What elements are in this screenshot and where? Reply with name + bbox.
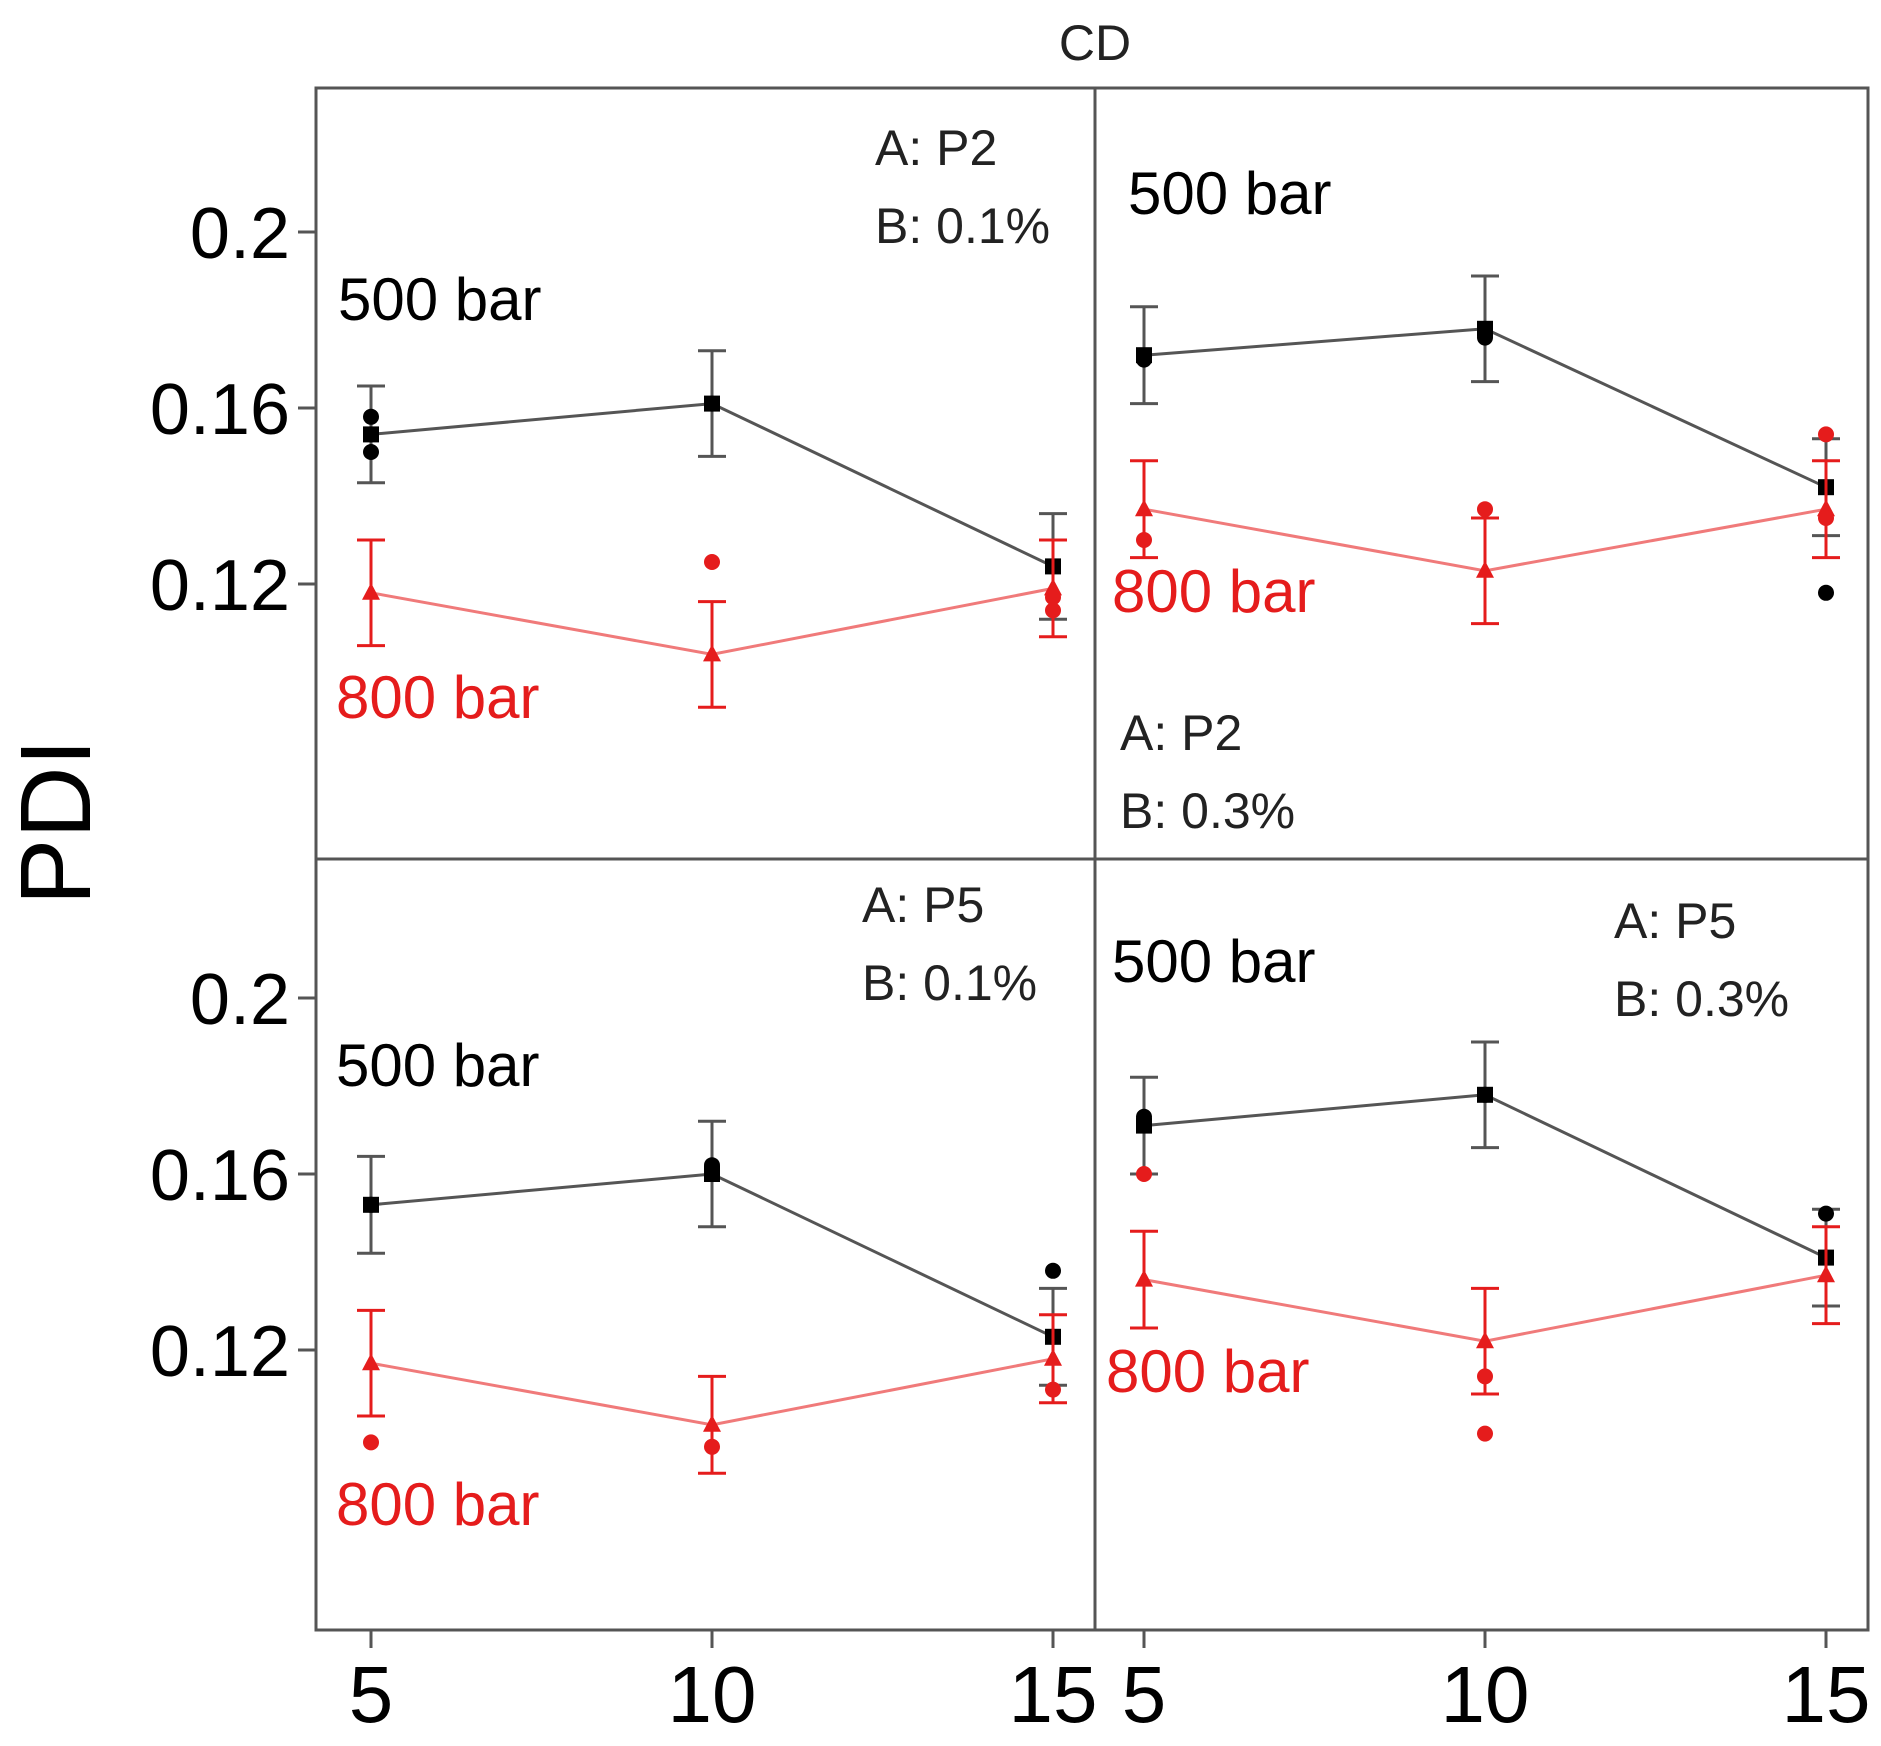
mean-marker-triangle — [1044, 1348, 1062, 1366]
x-tick-label: 5 — [1122, 1650, 1167, 1739]
x-tick-label: 15 — [1009, 1650, 1098, 1739]
data-point — [1818, 426, 1834, 443]
x-tick-label: 10 — [668, 1650, 757, 1739]
series-label-500-bar: 500 bar — [1112, 928, 1316, 995]
data-point — [704, 1438, 720, 1455]
mean-marker-triangle — [1476, 1331, 1494, 1349]
data-point — [1045, 602, 1061, 619]
data-point — [363, 1434, 379, 1451]
series-label-500-bar: 500 bar — [338, 266, 542, 333]
mean-marker-triangle — [1135, 499, 1153, 517]
y-tick-label: 0.12 — [150, 546, 290, 626]
mean-marker-triangle — [703, 644, 721, 662]
data-point — [1045, 1381, 1061, 1398]
series-label-500-bar: 500 bar — [1128, 160, 1332, 227]
series-label-800-bar: 800 bar — [336, 1471, 540, 1538]
panel-annotation-a: A: P5 — [862, 877, 984, 933]
data-point — [1136, 1108, 1152, 1125]
series-label-800-bar: 800 bar — [1112, 558, 1316, 625]
mean-marker-triangle — [362, 1353, 380, 1371]
data-point — [363, 444, 379, 460]
panel-annotation-b: B: 0.3% — [1120, 783, 1295, 839]
plot-layer: 0.2 0.16 0.12 A: P2 B: 0.1% 500 bar 800 bar A: … — [150, 120, 1871, 1739]
y-tick-label: 0.16 — [150, 1136, 290, 1216]
y-tick-label: 0.2 — [190, 194, 290, 274]
y-tick-label: 0.12 — [150, 1312, 290, 1392]
x-tick-label: 15 — [1782, 1650, 1871, 1739]
data-point — [1477, 329, 1493, 346]
data-point — [1045, 1262, 1061, 1279]
panel-annotation-b: B: 0.1% — [862, 955, 1037, 1011]
mean-marker-triangle — [1135, 1269, 1153, 1287]
data-point — [1818, 1205, 1834, 1222]
data-point — [1477, 1368, 1493, 1385]
panel-annotation-a: A: P5 — [1614, 893, 1736, 949]
series-label-800-bar: 800 bar — [1106, 1338, 1310, 1405]
data-point — [1477, 501, 1493, 518]
data-point — [1136, 532, 1152, 548]
figure-title: CD — [1059, 15, 1131, 71]
data-point — [363, 408, 379, 425]
panel-annotation-a: A: P2 — [1120, 705, 1242, 761]
data-point — [1818, 584, 1834, 601]
data-point — [363, 1196, 379, 1213]
mean-marker-square — [363, 426, 379, 443]
mean-marker-triangle — [703, 1414, 721, 1432]
panel-annotation-a: A: P2 — [875, 120, 997, 176]
panel-annotation-b: B: 0.1% — [875, 198, 1050, 254]
y-axis-label: PDI — [0, 739, 112, 906]
panel-annotation-b: B: 0.3% — [1614, 971, 1789, 1027]
data-point — [1477, 1086, 1493, 1103]
mean-marker-triangle — [1817, 1265, 1835, 1283]
data-point — [1477, 1425, 1493, 1442]
data-point — [1136, 351, 1152, 368]
y-tick-label: 0.2 — [190, 960, 290, 1040]
series-label-800-bar: 800 bar — [336, 664, 540, 731]
mean-marker-triangle — [1476, 560, 1494, 578]
x-tick-label: 10 — [1441, 1650, 1530, 1739]
y-tick-label: 0.16 — [150, 370, 290, 450]
data-point — [1818, 510, 1834, 526]
mean-marker-triangle — [362, 582, 380, 600]
data-point — [704, 1157, 720, 1174]
x-tick-label: 5 — [349, 1650, 394, 1739]
data-point — [704, 395, 720, 412]
data-point — [1136, 1166, 1152, 1182]
data-point — [704, 554, 720, 570]
data-point — [1045, 589, 1061, 606]
series-label-500-bar: 500 bar — [336, 1032, 540, 1099]
